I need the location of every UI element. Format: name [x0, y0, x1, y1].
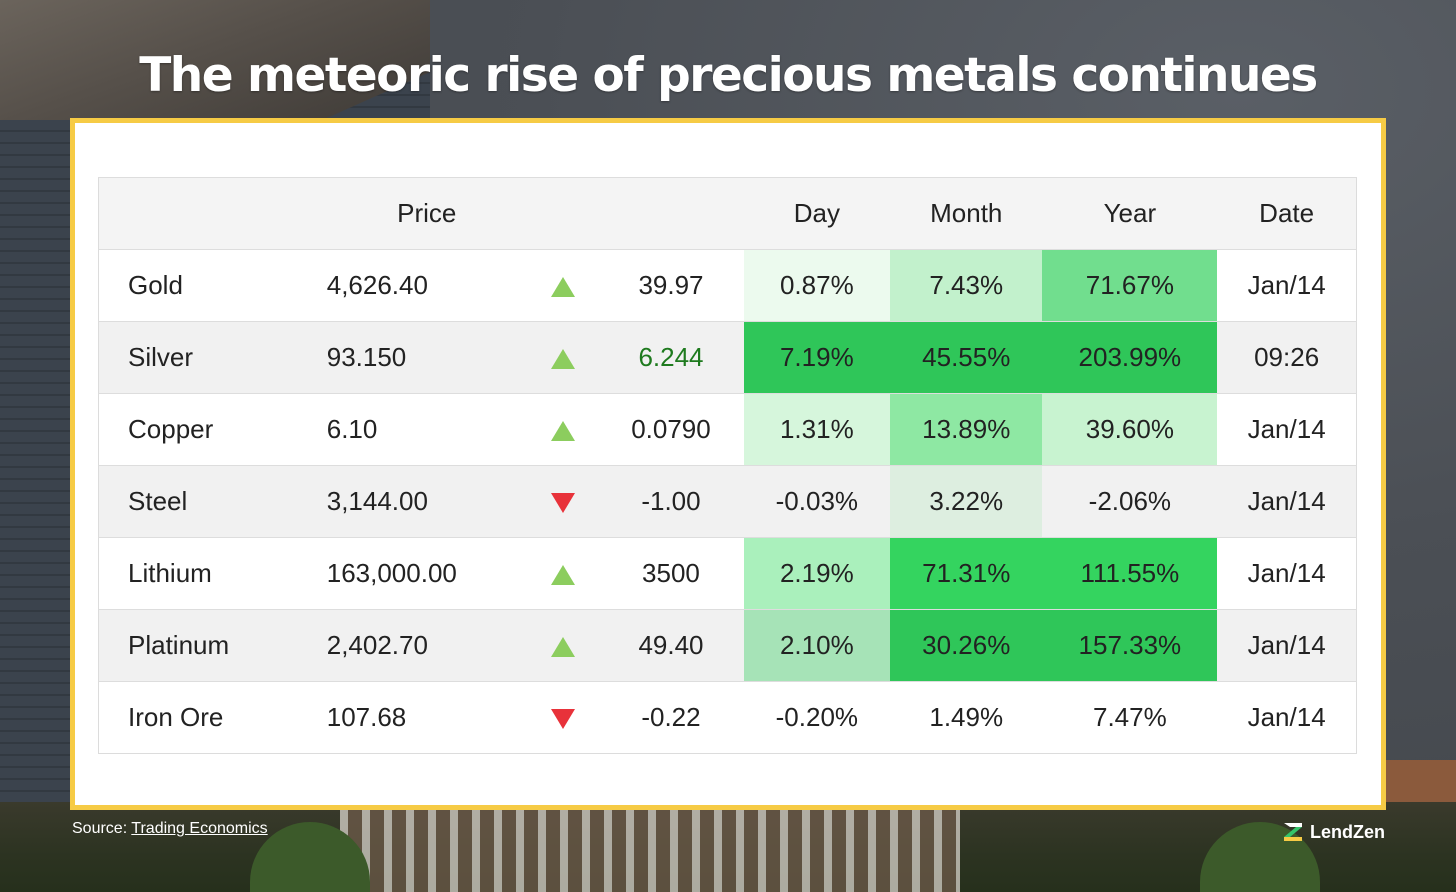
- year-change-cell: 157.33%: [1042, 609, 1218, 682]
- day-change-cell: -0.03%: [743, 465, 891, 538]
- source-label: Source:: [72, 820, 128, 837]
- change-cell: 3500: [598, 537, 744, 610]
- direction-cell: [526, 537, 599, 610]
- direction-cell: [526, 249, 599, 322]
- year-change-cell: 39.60%: [1042, 393, 1218, 466]
- month-change-cell: 45.55%: [890, 321, 1043, 394]
- arrow-up-icon: [550, 637, 575, 658]
- arrow-up-icon: [550, 421, 575, 442]
- month-change-cell: 13.89%: [890, 393, 1043, 466]
- month-change-cell: 30.26%: [890, 609, 1043, 682]
- price-cell: 163,000.00: [302, 537, 527, 610]
- table-row: Steel 3,144.00 -1.00 -0.03% 3.22% -2.06% Jan/1…: [98, 465, 1357, 538]
- direction-cell: [526, 609, 599, 682]
- metal-name-cell: Silver: [98, 321, 303, 394]
- change-cell: 49.40: [598, 609, 744, 682]
- metal-name-cell: Platinum: [98, 609, 303, 682]
- table-row: Copper 6.10 0.0790 1.31% 13.89% 39.60% Jan/14: [98, 393, 1357, 466]
- change-cell: -1.00: [598, 465, 744, 538]
- table-row: Silver 93.150 6.244 7.19% 45.55% 203.99% 09:26: [98, 321, 1357, 394]
- price-cell: 4,626.40: [302, 249, 527, 322]
- brand-logo: LendZen: [1282, 818, 1385, 846]
- metal-name-cell: Copper: [98, 393, 303, 466]
- metal-name-cell: Gold: [98, 249, 303, 322]
- month-change-cell: 71.31%: [890, 537, 1043, 610]
- table-row: Iron Ore 107.68 -0.22 -0.20% 1.49% 7.47% Jan/1…: [98, 681, 1357, 754]
- date-cell: Jan/14: [1217, 249, 1357, 322]
- day-change-cell: 2.10%: [743, 609, 891, 682]
- price-cell: 107.68: [302, 681, 527, 754]
- day-change-cell: 7.19%: [743, 321, 891, 394]
- metals-price-table: Price Day Month Year Date Gold 4,626.40 39…: [98, 177, 1357, 754]
- month-change-cell: 3.22%: [890, 465, 1043, 538]
- date-cell: Jan/14: [1217, 465, 1357, 538]
- header-cell: Year: [1042, 177, 1218, 250]
- header-cell: Price: [302, 177, 527, 250]
- direction-cell: [526, 681, 599, 754]
- brand-name: LendZen: [1310, 821, 1385, 842]
- month-change-cell: 7.43%: [890, 249, 1043, 322]
- year-change-cell: 7.47%: [1042, 681, 1218, 754]
- date-cell: 09:26: [1217, 321, 1357, 394]
- day-change-cell: 0.87%: [743, 249, 891, 322]
- table-card: Price Day Month Year Date Gold 4,626.40 39…: [70, 118, 1386, 810]
- source-note: Source: Trading Economics: [72, 820, 268, 838]
- direction-cell: [526, 465, 599, 538]
- change-cell: -0.22: [598, 681, 744, 754]
- arrow-down-icon: [550, 709, 575, 730]
- header-cell: Month: [890, 177, 1043, 250]
- date-cell: Jan/14: [1217, 537, 1357, 610]
- table-row: Gold 4,626.40 39.97 0.87% 7.43% 71.67% Jan/14: [98, 249, 1357, 322]
- table-body: Gold 4,626.40 39.97 0.87% 7.43% 71.67% Jan/14 S…: [98, 249, 1357, 754]
- arrow-up-icon: [550, 565, 575, 586]
- change-cell: 0.0790: [598, 393, 744, 466]
- lendzen-logo-icon: [1284, 823, 1302, 841]
- year-change-cell: -2.06%: [1042, 465, 1218, 538]
- header-cell: [526, 177, 599, 250]
- date-cell: Jan/14: [1217, 681, 1357, 754]
- direction-cell: [526, 321, 599, 394]
- change-cell: 39.97: [598, 249, 744, 322]
- header-cell: [598, 177, 744, 250]
- year-change-cell: 203.99%: [1042, 321, 1218, 394]
- header-cell: Day: [743, 177, 891, 250]
- price-cell: 2,402.70: [302, 609, 527, 682]
- year-change-cell: 71.67%: [1042, 249, 1218, 322]
- price-cell: 93.150: [302, 321, 527, 394]
- background-roof: [0, 0, 430, 120]
- arrow-up-icon: [550, 349, 575, 370]
- table-row: Platinum 2,402.70 49.40 2.10% 30.26% 157.33% J…: [98, 609, 1357, 682]
- day-change-cell: -0.20%: [743, 681, 891, 754]
- date-cell: Jan/14: [1217, 609, 1357, 682]
- page-title: The meteoric rise of precious metals con…: [139, 48, 1318, 103]
- price-cell: 3,144.00: [302, 465, 527, 538]
- arrow-down-icon: [550, 493, 575, 514]
- source-link[interactable]: Trading Economics: [131, 820, 268, 837]
- metal-name-cell: Iron Ore: [98, 681, 303, 754]
- arrow-up-icon: [550, 277, 575, 298]
- date-cell: Jan/14: [1217, 393, 1357, 466]
- header-cell: [98, 177, 303, 250]
- day-change-cell: 2.19%: [743, 537, 891, 610]
- year-change-cell: 111.55%: [1042, 537, 1218, 610]
- month-change-cell: 1.49%: [890, 681, 1043, 754]
- background-fence: [340, 802, 960, 892]
- day-change-cell: 1.31%: [743, 393, 891, 466]
- header-cell: Date: [1217, 177, 1357, 250]
- table-header-row: Price Day Month Year Date: [98, 177, 1357, 250]
- metal-name-cell: Lithium: [98, 537, 303, 610]
- table-row: Lithium 163,000.00 3500 2.19% 71.31% 111.55% J…: [98, 537, 1357, 610]
- metal-name-cell: Steel: [98, 465, 303, 538]
- change-cell: 6.244: [598, 321, 744, 394]
- price-cell: 6.10: [302, 393, 527, 466]
- direction-cell: [526, 393, 599, 466]
